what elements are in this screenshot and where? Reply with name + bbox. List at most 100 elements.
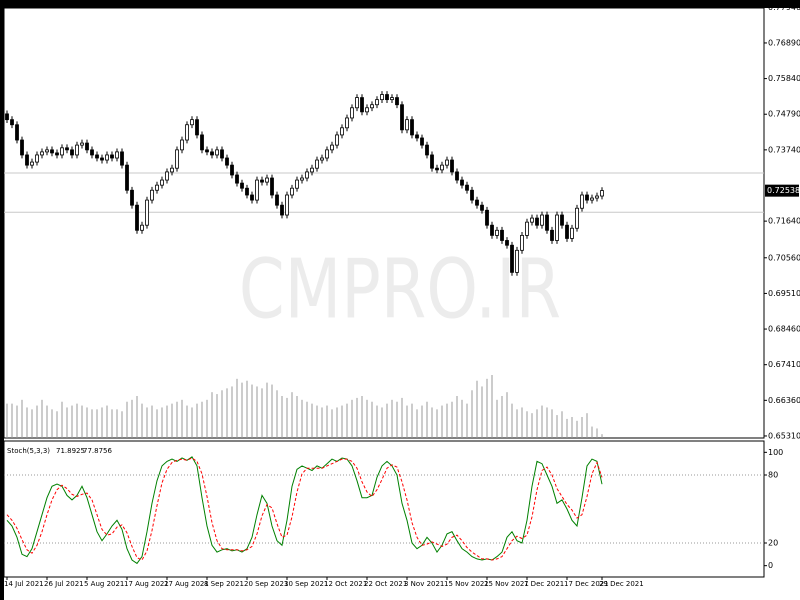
volume-bar xyxy=(571,417,573,438)
candle-body xyxy=(195,119,199,136)
indicator-value: 77.8756 xyxy=(83,447,112,455)
volume-bar xyxy=(451,401,453,438)
volume-bar xyxy=(141,403,143,438)
candle-body xyxy=(535,217,539,226)
volume-bar xyxy=(236,378,238,438)
volume-bar xyxy=(441,405,443,438)
volume-bar xyxy=(496,399,498,438)
candle-body xyxy=(265,177,269,183)
candle-body xyxy=(215,149,219,156)
candle-body xyxy=(55,152,59,156)
x-tick-label: 7 Dec 2021 xyxy=(524,580,564,588)
volume-bar xyxy=(41,399,43,438)
volume-bar xyxy=(416,409,418,438)
volume-bar xyxy=(206,399,208,438)
candle-body xyxy=(345,117,349,129)
candle-body xyxy=(155,184,159,191)
volume-bar xyxy=(276,390,278,438)
candle-body xyxy=(295,179,299,189)
candle-body xyxy=(575,207,579,229)
candle-body xyxy=(365,107,369,113)
x-tick-label: 22 Oct 2021 xyxy=(364,580,407,588)
candle-body xyxy=(80,142,84,146)
volume-bar xyxy=(306,401,308,438)
volume-bar xyxy=(536,409,538,438)
candle-body xyxy=(505,240,509,246)
stoch-line xyxy=(6,456,603,565)
volume-bar xyxy=(271,384,273,438)
candle-body xyxy=(255,179,259,201)
volume-bar xyxy=(171,403,173,438)
volume-bar xyxy=(486,378,488,438)
candle-body xyxy=(585,194,589,201)
candle-body xyxy=(330,144,334,151)
volume-bar xyxy=(266,382,268,438)
candle-body xyxy=(420,137,424,146)
volume-bar xyxy=(431,407,433,438)
volume-bar xyxy=(301,399,303,438)
volume-bar xyxy=(371,401,373,438)
volume-bar xyxy=(466,403,468,438)
y-tick-label: 0.75840 xyxy=(768,74,800,83)
watermark: CMPRO.IR xyxy=(239,241,561,337)
volume-bar xyxy=(591,426,593,438)
volume-bar xyxy=(251,384,253,438)
candle-body xyxy=(20,139,24,156)
candle-body xyxy=(515,249,519,273)
volume-bar xyxy=(246,380,248,438)
candle-body xyxy=(550,229,554,241)
candle-body xyxy=(320,157,324,161)
candle-body xyxy=(390,97,394,101)
volume-bar xyxy=(386,403,388,438)
candle-body xyxy=(25,154,29,166)
candle-body xyxy=(530,217,534,223)
volume-bar xyxy=(401,397,403,438)
candle-body xyxy=(190,119,194,126)
volume-bar xyxy=(476,380,478,438)
volume-bar xyxy=(581,417,583,438)
candle-body xyxy=(410,119,414,136)
candle-body xyxy=(430,154,434,169)
volume-bar xyxy=(261,388,263,438)
volume-bar xyxy=(196,403,198,438)
volume-bar xyxy=(231,386,233,438)
candle-body xyxy=(425,144,429,156)
volume-bar xyxy=(186,405,188,438)
candle-body xyxy=(65,147,69,151)
volume-bar xyxy=(131,399,133,438)
x-tick-label: 29 Dec 2021 xyxy=(599,580,644,588)
candle-body xyxy=(520,234,524,251)
y-tick-label: 0.67410 xyxy=(768,360,800,369)
volume-bar xyxy=(106,405,108,438)
candle-body xyxy=(455,171,459,181)
volume-bar xyxy=(111,409,113,438)
candle-body xyxy=(495,229,499,236)
candle-body xyxy=(370,104,374,109)
volume-bar xyxy=(456,396,458,438)
volume-bar xyxy=(406,405,408,438)
volume-bar xyxy=(521,407,523,438)
volume-bar xyxy=(121,411,123,438)
candle-body xyxy=(600,190,604,197)
candle-body xyxy=(340,127,344,136)
candle-body xyxy=(100,157,104,161)
volume-bar xyxy=(216,394,218,438)
candle-body xyxy=(555,214,559,241)
volume-bar xyxy=(596,428,598,438)
volume-bar xyxy=(396,401,398,438)
candle-body xyxy=(205,149,209,153)
candle-body xyxy=(115,151,119,159)
volume-bar xyxy=(176,401,178,438)
candle-body xyxy=(150,189,154,201)
candle-body xyxy=(145,199,149,226)
candle-body xyxy=(5,113,9,121)
volume-bar xyxy=(411,403,413,438)
candle-body xyxy=(280,204,284,216)
candle-body xyxy=(485,209,489,226)
volume-bar xyxy=(511,403,513,438)
candle-body xyxy=(450,159,454,173)
volume-bar xyxy=(166,405,168,438)
candle-body xyxy=(440,164,444,171)
candle-body xyxy=(315,159,319,169)
